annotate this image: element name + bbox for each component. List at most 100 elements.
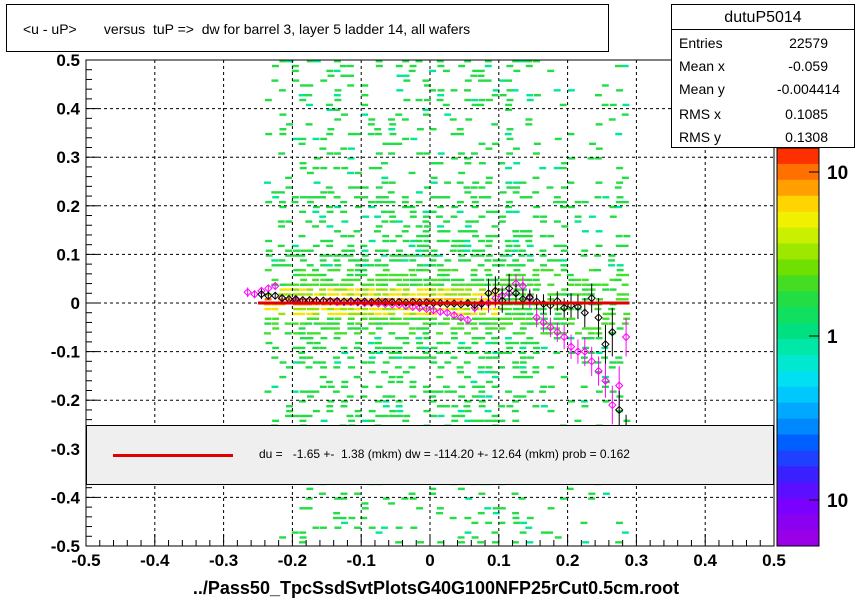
heat-cell	[526, 254, 534, 257]
heat-cell	[609, 103, 617, 107]
heat-cell	[395, 293, 403, 296]
heat-cell	[416, 264, 424, 267]
heat-cell	[389, 123, 397, 126]
heat-cell	[532, 273, 540, 277]
heat-cell	[559, 497, 567, 500]
heat-cell	[298, 332, 306, 335]
heat-cell	[402, 278, 410, 282]
heat-cell	[381, 196, 389, 199]
heat-cell	[532, 176, 540, 180]
heat-cell	[347, 244, 355, 248]
heat-cell	[559, 166, 567, 170]
heat-cell	[403, 79, 411, 82]
color-scale-segment	[777, 243, 819, 260]
heat-cell	[615, 356, 623, 359]
heat-cell	[327, 312, 335, 316]
heat-cell	[580, 400, 588, 403]
heat-cell	[547, 234, 555, 238]
heat-cell	[520, 521, 528, 525]
heat-cell	[436, 405, 444, 408]
heat-cell	[374, 215, 382, 218]
heat-cell	[353, 332, 361, 335]
heat-cell	[354, 409, 362, 413]
y-tick-label: 0.4	[56, 100, 80, 119]
heat-cell	[403, 312, 411, 316]
heat-cell	[300, 84, 307, 87]
heat-cell	[512, 419, 520, 423]
x-axis: -0.5 -0.4 -0.3 -0.2 -0.1 0 0.1 0.2 0.3 0.4 0.5	[71, 534, 786, 570]
heat-cell	[313, 293, 321, 296]
heat-cell	[422, 220, 430, 223]
heat-cell	[478, 142, 486, 145]
heat-cell	[539, 166, 547, 170]
heat-cell	[470, 268, 478, 272]
heat-cell	[512, 361, 520, 364]
heat-cell	[497, 264, 505, 267]
heat-cell	[471, 521, 479, 525]
heat-cell	[525, 123, 533, 126]
heat-cell	[560, 200, 568, 204]
heat-cell	[353, 312, 361, 316]
heat-cell	[305, 293, 313, 296]
stats-title: dutuP5014	[672, 5, 854, 30]
heat-cell	[616, 166, 624, 170]
heat-cell	[272, 64, 279, 68]
heat-cell	[525, 118, 533, 121]
heat-cell	[492, 89, 500, 92]
color-scale-segment	[777, 386, 819, 404]
chart-title: <u - uP> versus tuP => dw for barrel 3, …	[23, 21, 471, 37]
heat-cell	[410, 278, 417, 282]
heat-cell	[362, 419, 369, 423]
heat-cell	[615, 234, 623, 238]
heat-cell	[601, 322, 609, 325]
heat-cell	[472, 307, 479, 311]
heat-cell	[429, 69, 436, 73]
heat-cell	[464, 98, 472, 102]
black-profile-point	[360, 297, 369, 306]
heat-cell	[435, 215, 443, 218]
heat-cell	[609, 278, 617, 282]
heat-cell	[444, 293, 452, 296]
heat-cell	[348, 249, 356, 252]
black-profile-point	[614, 405, 624, 415]
heat-cell	[305, 283, 313, 286]
heat-cell	[368, 118, 376, 121]
heat-cell	[292, 283, 300, 286]
heat-cell	[319, 375, 327, 379]
heat-cell	[526, 541, 534, 544]
y-tick-label: -0.4	[51, 488, 81, 507]
heat-cell	[526, 94, 534, 97]
heat-cell	[443, 341, 451, 345]
heat-cell	[285, 288, 293, 291]
heat-cell	[437, 205, 445, 209]
heat-cell	[272, 317, 280, 320]
heat-cell	[513, 234, 520, 238]
heat-cell	[429, 89, 436, 92]
heat-cell	[271, 307, 279, 311]
heat-cell	[361, 385, 369, 388]
heat-cell	[457, 288, 465, 291]
heat-cell	[465, 322, 473, 325]
heat-cell	[325, 186, 333, 189]
heat-cell	[299, 137, 307, 141]
heat-cell	[430, 278, 438, 282]
black-profile-point	[332, 296, 342, 306]
heat-cell	[264, 332, 271, 335]
heat-cell	[519, 361, 527, 364]
heat-cell	[472, 69, 480, 73]
heat-cell	[333, 268, 341, 272]
heat-cell	[354, 327, 362, 330]
heat-cell	[320, 337, 328, 340]
heat-cell	[458, 283, 466, 286]
heat-cell	[402, 322, 410, 325]
heat-cell	[492, 351, 500, 354]
heat-cell	[587, 332, 595, 335]
heat-cell	[444, 390, 452, 393]
heat-cell	[465, 351, 472, 354]
heat-cell	[525, 526, 533, 529]
heat-cell	[332, 293, 340, 296]
heat-cell	[389, 220, 397, 223]
heat-cell	[470, 278, 478, 282]
heat-cell	[546, 268, 554, 272]
heat-cell	[547, 385, 555, 388]
